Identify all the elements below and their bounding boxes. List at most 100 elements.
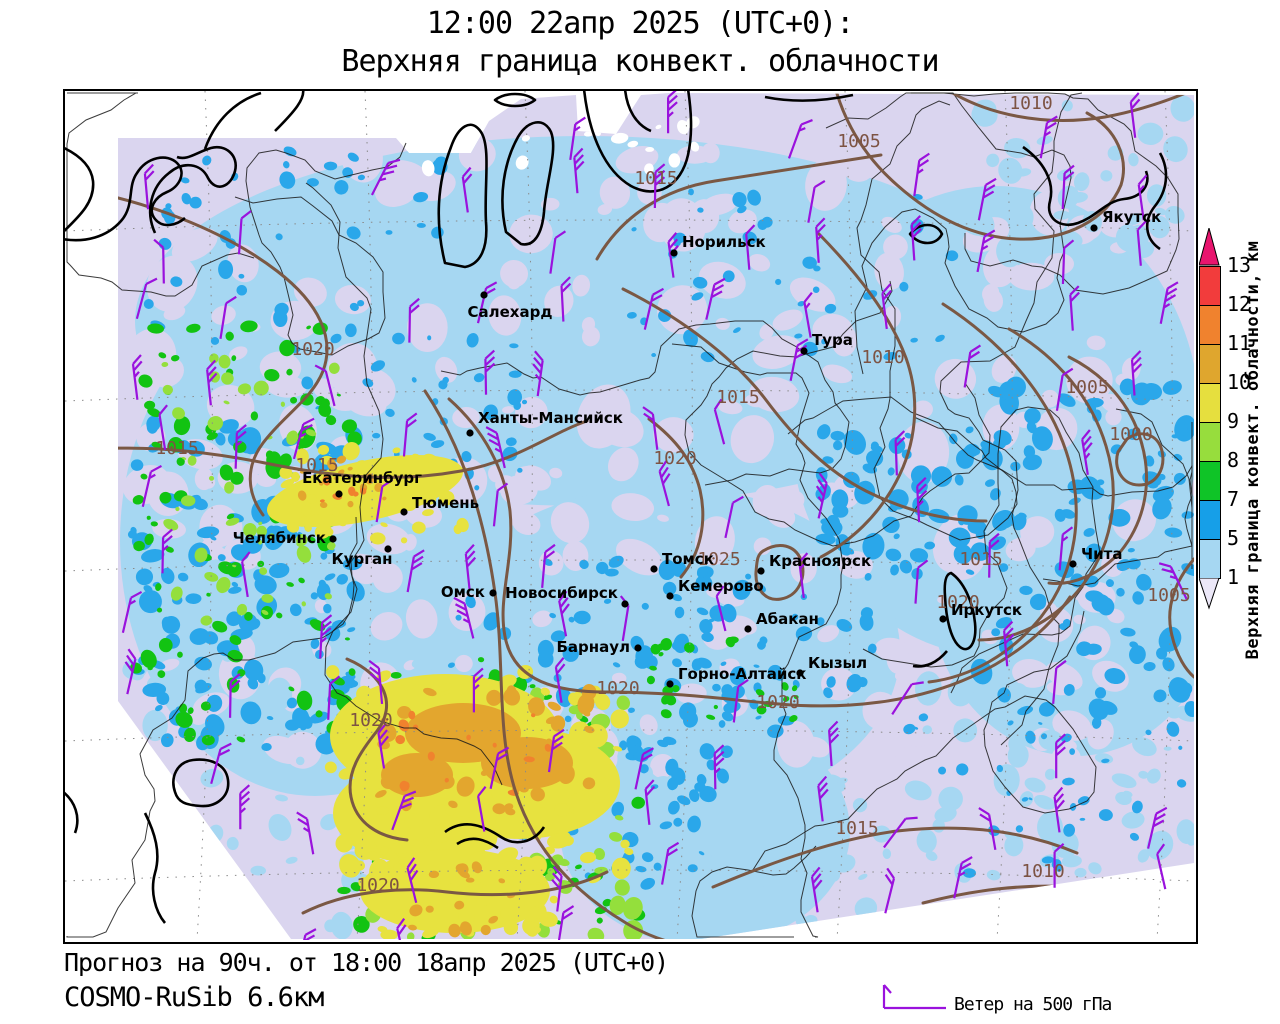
- wind-barb: [1053, 786, 1065, 833]
- wind-barb: [1156, 843, 1167, 890]
- wind-barb: [1055, 733, 1066, 779]
- wind-barb: [206, 359, 218, 406]
- wind-barb: [660, 841, 680, 885]
- wind-barb: [375, 479, 394, 523]
- wind-barb: [1055, 367, 1074, 411]
- wind-barb: [666, 91, 678, 134]
- wind-barb: [815, 472, 828, 519]
- city-dot: [335, 490, 343, 498]
- wind-barb: [121, 590, 143, 634]
- wind-barb: [724, 495, 744, 539]
- wind-barb: [484, 349, 496, 395]
- wind-barb: [643, 287, 664, 330]
- colorbar-tick: 13: [1227, 253, 1252, 277]
- city-dot: [329, 535, 337, 543]
- isobar-label: 1020: [356, 875, 399, 896]
- wind-barb: [327, 675, 341, 720]
- wind-barb: [789, 338, 809, 381]
- city-label: Кызыл: [808, 654, 867, 672]
- wind-barbs: [121, 91, 1188, 940]
- city-label: Екатеринбург: [302, 469, 422, 487]
- isobar-label: 1020: [936, 592, 979, 613]
- wind-barb: [976, 229, 996, 273]
- city-dot: [466, 429, 474, 437]
- city-dot: [670, 249, 678, 257]
- city-dot: [666, 680, 674, 688]
- city-label: Барнаул: [556, 638, 630, 656]
- city-label: Абакан: [756, 610, 819, 628]
- city-dot: [796, 669, 804, 677]
- wind-barb: [745, 224, 756, 270]
- wind-barb: [158, 404, 168, 451]
- city-label: Новосибирск: [505, 584, 618, 602]
- city-label: Тюмень: [412, 494, 479, 512]
- colorbar-segment: [1200, 501, 1220, 540]
- wind-barb: [135, 277, 158, 320]
- cloud-top-field: [118, 95, 1194, 939]
- wind-barb: [370, 158, 401, 196]
- colorbar-tick: 1: [1227, 565, 1240, 589]
- wind-barb: [1137, 174, 1148, 221]
- wind-barb: [658, 460, 671, 507]
- city-label: Якутск: [1102, 208, 1161, 226]
- isobar-label: 1015: [634, 168, 677, 189]
- colorbar-tick: 12: [1227, 292, 1252, 316]
- city-label: Тура: [812, 331, 853, 349]
- wind-barb: [1136, 220, 1147, 266]
- colorbar-segments: [1199, 266, 1221, 579]
- map-title-parameter: Верхняя граница конвект. облачности: [341, 44, 939, 79]
- weather-map: 1010 1005 1015 1020 1015 1015 1010 1015 1005 1000…: [63, 89, 1198, 944]
- wind-barb: [1069, 285, 1080, 331]
- wind-barb: [1158, 562, 1188, 600]
- wind-barb: [910, 215, 922, 261]
- wind-barb: [1129, 92, 1141, 138]
- wind-barb: [560, 276, 572, 322]
- wind-barb: [815, 217, 826, 263]
- wind-barb: [1081, 429, 1093, 476]
- city-label: Курган: [331, 550, 392, 568]
- wind-barb: [713, 398, 726, 445]
- wind-barb: [453, 596, 475, 639]
- wind-barb: [558, 590, 570, 637]
- city-label: Ханты-Мансийск: [478, 409, 623, 427]
- wind-barb: [1052, 659, 1067, 704]
- wind-barb: [228, 673, 241, 718]
- wind-barb: [1130, 350, 1143, 396]
- wind-barb: [402, 412, 418, 457]
- wind-barb: [489, 746, 510, 789]
- wind-barb: [894, 430, 906, 476]
- isobar-label: 1015: [295, 455, 338, 476]
- wind-barb: [210, 742, 232, 785]
- wind-barb: [1147, 806, 1168, 849]
- wind-barb: [953, 856, 973, 899]
- isobar-label: 1020: [291, 339, 334, 360]
- wind-barb: [153, 238, 165, 284]
- wind-barb: [713, 744, 725, 790]
- city-dot: [939, 615, 947, 623]
- wind-barb: [219, 295, 237, 340]
- city-dot: [489, 589, 497, 597]
- colorbar-segment: [1200, 267, 1220, 306]
- region-borders: [66, 92, 1193, 938]
- city-dot: [1090, 224, 1098, 232]
- colorbar-arrow-up: [1198, 226, 1220, 266]
- city-label: Чита: [1081, 545, 1122, 563]
- city-dot: [666, 592, 674, 600]
- wind-barb: [884, 867, 896, 914]
- wind-barb: [1053, 842, 1065, 888]
- wind-barb: [241, 551, 251, 598]
- wind-barb: [131, 354, 143, 400]
- city-dot: [650, 565, 658, 573]
- colorbar-tick: 7: [1227, 487, 1240, 511]
- wind-barb: [642, 406, 659, 450]
- isobar-label: 1020: [653, 448, 696, 469]
- wind-barb: [913, 152, 930, 197]
- wind-barb: [667, 232, 679, 278]
- wind-barb: [396, 917, 407, 940]
- coastlines: [65, 91, 1168, 924]
- wind-barb: [239, 784, 251, 830]
- city-label: Горно-Алтайск: [678, 665, 807, 683]
- wind-barb: [368, 660, 384, 705]
- wind-barb: [634, 747, 655, 790]
- city-dot: [744, 625, 752, 633]
